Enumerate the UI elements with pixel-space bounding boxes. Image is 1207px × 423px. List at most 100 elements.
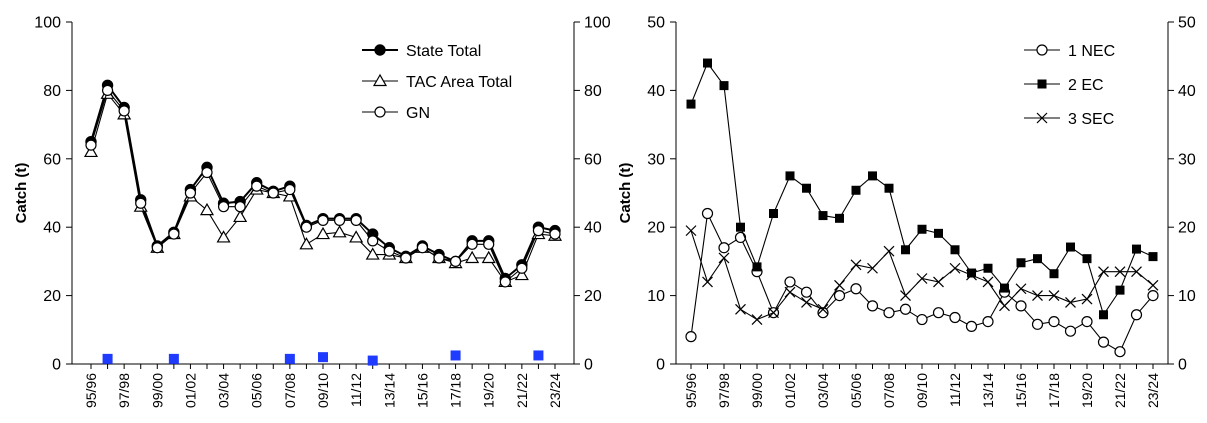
- data-point: [701, 207, 714, 220]
- x-tick-label: 99/00: [749, 373, 765, 408]
- data-point: [85, 139, 97, 151]
- data-point-stroke-b: [834, 279, 845, 291]
- y-tick-label-left: 40: [43, 220, 61, 237]
- legend: State Total TAC Area Total GN: [362, 43, 512, 122]
- legend-item: 3 SEC: [1024, 111, 1114, 128]
- data-point: [801, 297, 812, 308]
- data-point-stroke-b: [817, 303, 829, 315]
- data-point: [1130, 309, 1143, 321]
- data-point: [685, 331, 697, 343]
- data-point: [1033, 254, 1042, 264]
- data-point: [817, 307, 829, 319]
- data-point: [1114, 266, 1126, 278]
- data-point: [1065, 297, 1076, 308]
- y-tick-label-right: 100: [584, 15, 611, 32]
- data-point-stroke-b: [999, 300, 1010, 312]
- series-gn: [85, 84, 561, 288]
- data-point: [965, 320, 978, 332]
- data-point: [901, 245, 910, 255]
- data-point: [367, 235, 379, 247]
- x-tick-label: 97/98: [716, 373, 732, 408]
- y-tick-label-right: 0: [584, 357, 593, 374]
- y-tick-label-right: 60: [584, 151, 602, 168]
- data-point: [868, 171, 877, 181]
- x-tick-label: 19/20: [481, 373, 497, 408]
- series-3-sec: [685, 225, 1159, 325]
- data-point: [1082, 254, 1092, 264]
- data-point-stroke-b: [1131, 266, 1142, 278]
- data-point: [1148, 252, 1158, 262]
- legend-item: 2 EC: [1024, 77, 1104, 94]
- series-tac-area-total: [83, 86, 563, 288]
- y-tick-label-left: 30: [647, 151, 665, 168]
- y-tick-label-right: 40: [1178, 83, 1196, 100]
- y-tick-label-left: 80: [43, 83, 61, 100]
- data-point: [718, 242, 730, 254]
- data-point: [1064, 325, 1077, 337]
- chart-panel-regions: 0 0 10 10 20 20 30 30 40 40 50 50 Catch (t) 95/96 97/9…: [617, 15, 1196, 409]
- y-tick-label-left: 20: [647, 220, 665, 237]
- secondary-data-point: [284, 353, 295, 364]
- data-point: [1114, 346, 1126, 358]
- data-point: [233, 209, 248, 223]
- data-point: [982, 276, 994, 288]
- data-point: [433, 252, 445, 264]
- x-tick-label: 13/14: [381, 373, 397, 408]
- data-point: [284, 183, 296, 196]
- series-line: [90, 92, 556, 283]
- data-point: [817, 303, 829, 315]
- data-point: [300, 221, 313, 233]
- x-tick-label: 03/04: [815, 373, 831, 408]
- data-point-stroke-b: [1032, 290, 1043, 302]
- data-point-stroke-b: [1015, 283, 1027, 295]
- data-point-stroke-b: [883, 245, 895, 257]
- data-point: [1081, 315, 1093, 328]
- data-point: [499, 276, 511, 288]
- secondary-data-point: [450, 350, 461, 361]
- data-point-stroke-b: [1098, 266, 1109, 278]
- data-point: [785, 171, 795, 181]
- data-point: [899, 303, 912, 315]
- y-tick-label-left: 0: [656, 357, 665, 374]
- data-point: [267, 187, 279, 199]
- data-point: [217, 201, 230, 213]
- x-tick-label: 13/14: [980, 373, 996, 408]
- data-point: [315, 226, 331, 240]
- data-point: [101, 84, 114, 97]
- y-tick-label-left: 60: [43, 151, 61, 168]
- data-point: [932, 307, 945, 319]
- secondary-data-point: [168, 353, 179, 364]
- data-point-stroke-b: [768, 307, 779, 319]
- legend-item: GN: [362, 105, 430, 122]
- data-point-stroke-b: [751, 314, 763, 325]
- data-point: [1081, 293, 1093, 305]
- data-point: [151, 242, 163, 254]
- data-point: [884, 183, 894, 193]
- legend-label: 2 EC: [1068, 77, 1104, 94]
- data-point: [514, 267, 529, 281]
- data-point: [234, 201, 246, 213]
- data-point: [949, 262, 961, 274]
- data-point: [818, 211, 828, 221]
- data-point: [1048, 290, 1060, 302]
- data-point-stroke-b: [801, 297, 812, 308]
- data-point: [449, 255, 462, 267]
- x-tick-label: 09/10: [914, 373, 930, 408]
- data-point: [850, 259, 862, 271]
- x-tick-label: 23/24: [547, 373, 563, 408]
- data-point: [917, 224, 927, 234]
- y-tick-label-right: 80: [584, 83, 602, 100]
- data-point: [83, 144, 99, 158]
- data-point: [949, 311, 961, 324]
- data-point: [1031, 318, 1044, 330]
- data-point: [118, 105, 130, 117]
- data-point: [216, 230, 231, 243]
- data-point: [883, 245, 895, 257]
- legend-marker: [1037, 79, 1047, 89]
- legend-label: State Total: [406, 43, 481, 60]
- data-point: [1015, 283, 1027, 295]
- y-tick-label-right: 30: [1178, 151, 1196, 168]
- legend-item: 1 NEC: [1024, 43, 1115, 60]
- y-tick-label-right: 20: [584, 288, 602, 305]
